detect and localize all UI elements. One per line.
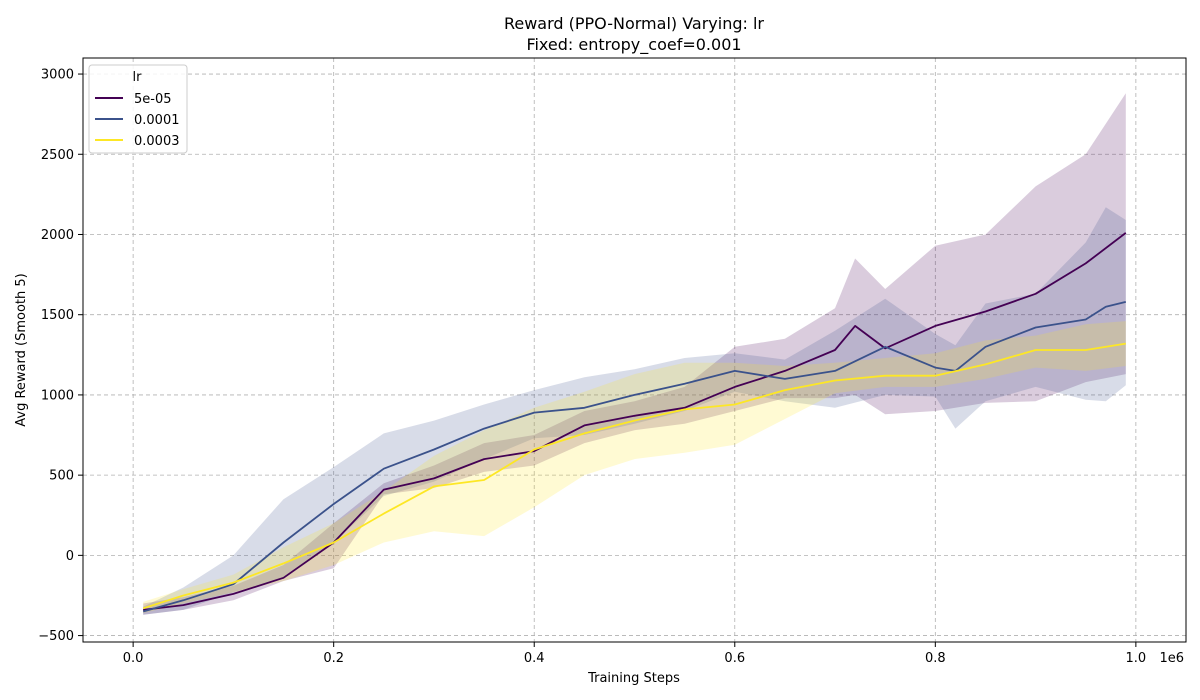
chart-title: Reward (PPO-Normal) Varying: lr	[504, 14, 764, 33]
series-line-5e-05	[143, 232, 1127, 611]
ticks: 0.0 0.2 0.4 0.6 0.8 1.0 −500 0 500 1000 1500 2000 25…	[38, 68, 1146, 666]
x-tick-label: 0.0	[123, 651, 144, 666]
y-tick-label: 500	[49, 469, 74, 484]
x-tick-label: 0.6	[724, 651, 745, 666]
legend-box	[88, 64, 188, 154]
y-tick-label: 2500	[41, 148, 74, 163]
legend-label-5e-05: 5e-05	[134, 92, 172, 107]
y-axis-label: Avg Reward (Smooth 5)	[14, 273, 29, 426]
x-tick-label: 1.0	[1126, 651, 1147, 666]
x-axis-offset-label: 1e6	[1159, 651, 1184, 666]
confidence-bands	[143, 93, 1126, 615]
plot-frame	[82, 57, 1187, 643]
x-tick-label: 0.8	[925, 651, 946, 666]
legend-label-0.0003: 0.0003	[134, 134, 180, 149]
y-tick-label: 2000	[41, 228, 74, 243]
x-tick-label: 0.2	[323, 651, 344, 666]
y-tick-label: 1500	[41, 308, 74, 323]
legend-title: lr	[133, 70, 143, 85]
y-tick-label: 3000	[41, 68, 74, 83]
series-line-0.0003	[142, 342, 1126, 610]
y-tick-label: −500	[38, 629, 74, 644]
y-tick-label: 1000	[41, 388, 74, 403]
y-tick-label: 0	[66, 549, 74, 564]
x-tick-label: 0.4	[524, 651, 545, 666]
x-axis-label: Training Steps	[587, 671, 680, 686]
confidence-band-0.0003	[143, 321, 1126, 614]
grid	[83, 58, 1186, 642]
confidence-band-5e-05	[143, 93, 1126, 615]
legend-label-0.0001: 0.0001	[134, 113, 180, 128]
confidence-band-0.0001	[143, 207, 1126, 615]
chart-subtitle: Fixed: entropy_coef=0.001	[526, 35, 741, 55]
legend: lr 5e-05 0.0001 0.0003	[88, 64, 188, 154]
series-line-0.0001	[142, 301, 1127, 613]
series-lines	[142, 232, 1127, 613]
